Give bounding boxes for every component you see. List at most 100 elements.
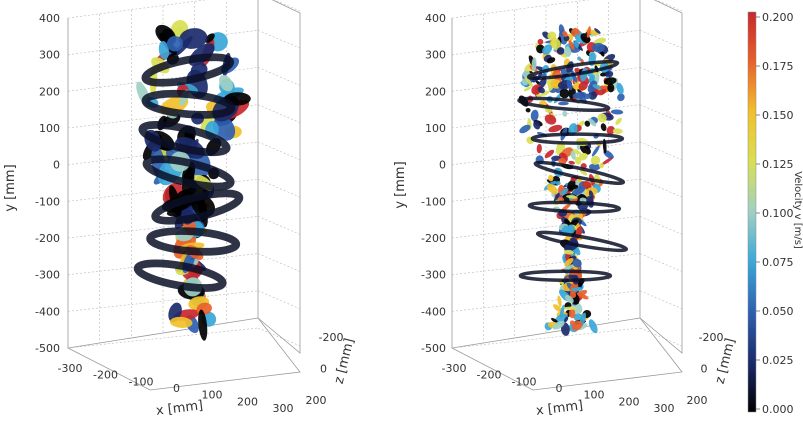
vortex-structure	[576, 290, 588, 297]
grid-line	[257, 178, 301, 198]
vortex-structure	[533, 121, 541, 130]
vortex-structure	[551, 38, 561, 51]
vortex-structure	[158, 41, 170, 60]
vortex-structure	[553, 304, 563, 313]
floor-frame	[67, 317, 301, 391]
vortex-structure	[519, 124, 531, 134]
vortex-structure	[617, 93, 625, 102]
vortex-structure	[578, 153, 588, 161]
vortex-structure	[603, 77, 617, 85]
vortex-structure	[586, 26, 591, 38]
vortex-structure	[568, 40, 575, 51]
vortex-ring	[518, 269, 613, 282]
vortex-structure	[594, 28, 601, 34]
vortex-structure	[593, 37, 606, 45]
colorbar-tick-label: 0.125	[762, 158, 794, 171]
right-y-ticks: 400 300 200 100 0 -100 -200 -300 -400 -500	[421, 12, 446, 355]
vortex-structure	[571, 320, 583, 331]
vortex-ring	[526, 59, 620, 81]
vortex-structure	[568, 308, 576, 319]
left-x-ticks: -300 -200 -100 0 100 200 300	[58, 362, 294, 415]
vortex-ring	[151, 189, 244, 225]
y-tick-label: -100	[35, 195, 60, 208]
x-tick-label: -200	[93, 369, 118, 382]
grid-line	[257, 253, 301, 272]
vortex-structure	[525, 77, 534, 88]
vortex-structure	[578, 81, 588, 91]
floor-frame	[451, 317, 683, 391]
vortex-structure	[601, 156, 614, 166]
left-z-axis-label: z [mm]	[332, 337, 358, 386]
vortex-structure	[605, 70, 614, 78]
grid-line	[257, 216, 301, 235]
colorbar-tick-label: 0.200	[762, 11, 794, 24]
colorbar-gradient	[747, 11, 757, 413]
grid-line	[257, 290, 301, 310]
vortex-structure	[567, 179, 576, 192]
left-panel: 400 300 200 100 0 -100 -200 -300 -400 -500 -300 -2…	[3, 0, 357, 419]
vortex-structure	[572, 258, 582, 268]
vortex-structure	[548, 124, 563, 133]
colorbar-tick-label: 0.100	[762, 207, 794, 220]
left-z-ticks: -200 0 200	[306, 331, 344, 407]
vortex-structure	[579, 169, 588, 176]
y-tick-label: 100	[39, 122, 60, 135]
left-y-ticks: 400 300 200 100 0 -100 -200 -300 -400 -500	[35, 12, 60, 355]
y-tick-label: -500	[35, 342, 60, 355]
vortex-structure	[587, 80, 598, 93]
vortex-structure	[606, 126, 615, 135]
vortex-structure	[537, 38, 544, 45]
vortex-structure	[616, 82, 624, 95]
vortex-structure	[565, 195, 578, 199]
y-tick-label: 300	[39, 49, 60, 62]
grid-line	[451, 290, 641, 312]
left-x-axis-label: x [mm]	[155, 398, 204, 419]
y-tick-label: 400	[39, 12, 60, 25]
grid-line	[655, 0, 683, 12]
vortex-structure	[574, 39, 580, 48]
left-y-axis-label: y [mm]	[3, 164, 18, 211]
vortex-structure	[559, 304, 565, 318]
vortex-structure	[548, 174, 554, 182]
y-tick-label: 400	[425, 12, 446, 25]
vortex-structure	[592, 84, 602, 90]
vortex-ring	[138, 121, 231, 157]
x-tick-label: 100	[584, 389, 605, 402]
vortex-structure	[584, 120, 591, 127]
vortex-ring	[533, 160, 626, 185]
vortex-structure	[563, 35, 570, 42]
z-tick-label: -200	[319, 331, 344, 344]
y-tick-label: -100	[421, 195, 446, 208]
vortex-structure	[571, 287, 583, 292]
vortex-structure	[600, 123, 607, 132]
vortex-structure	[572, 91, 587, 99]
vortex-structure	[530, 109, 539, 122]
vortex-structure	[571, 186, 586, 196]
vortex-ring	[133, 259, 227, 292]
z-tick-label: 0	[320, 363, 327, 376]
right-panel: 400 300 200 100 0 -100 -200 -300 -400 -500 -300 -2…	[393, 0, 738, 419]
vortex-structure	[610, 109, 624, 115]
z-tick-label: 200	[687, 394, 708, 407]
grid-line	[639, 290, 683, 310]
vortex-structure	[219, 75, 233, 92]
right-z-axis-label: z [mm]	[713, 337, 739, 386]
grid-line	[639, 327, 683, 347]
vortex-structure	[536, 143, 542, 154]
right-x-ticks: -300 -200 -100 0 100 200 300	[442, 362, 675, 415]
vortex-ring	[141, 89, 236, 119]
grid-line	[257, 67, 301, 86]
colorbar-ticks: 0.200 0.175 0.150 0.125 0.100 0.075 0.050 0.025…	[756, 11, 794, 416]
y-tick-label: -500	[421, 342, 446, 355]
vortex-structure	[556, 47, 565, 55]
colorbar: 0.200 0.175 0.150 0.125 0.100 0.075 0.050 0.025…	[747, 11, 803, 416]
vortex-structure	[563, 249, 574, 255]
colorbar-tick-label: 0.050	[762, 305, 794, 318]
side-wall-frame	[639, 0, 683, 354]
vortex-ring	[146, 227, 241, 256]
vortex-structure	[537, 86, 545, 94]
vortex-structure	[546, 184, 558, 194]
vortex-ring	[142, 155, 235, 191]
vortex-structure	[558, 101, 569, 106]
